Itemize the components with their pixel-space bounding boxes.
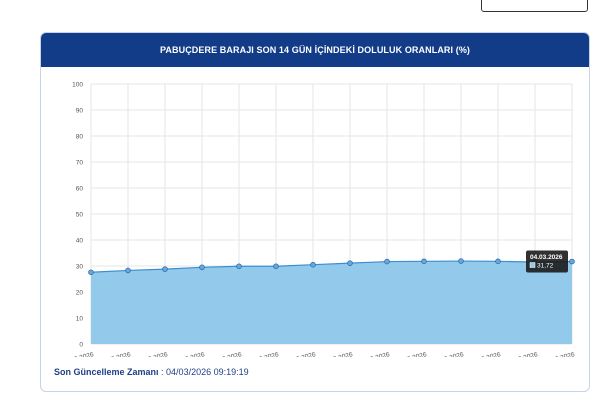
dam-occupancy-card: PABUÇDERE BARAJI SON 14 GÜN İÇİNDEKİ DOL…: [40, 32, 590, 392]
series-area: [91, 261, 572, 344]
data-point: [310, 261, 316, 268]
data-point: [162, 266, 168, 272]
data-point: [273, 263, 279, 270]
y-tick-label: 0: [79, 342, 83, 349]
y-tick-label: 90: [76, 108, 84, 115]
x-tick-label: 04.03.2026: [542, 351, 576, 357]
data-point: [569, 258, 575, 265]
x-tick-label: 25.02.2026: [283, 351, 317, 357]
y-tick-label: 20: [76, 290, 84, 297]
x-tick-label: 21.02.2026: [135, 351, 169, 357]
card-title: PABUÇDERE BARAJI SON 14 GÜN İÇİNDEKİ DOL…: [41, 33, 589, 67]
top-button-outline[interactable]: [481, 0, 588, 12]
x-tick-label: 01.03.2026: [431, 351, 465, 357]
last-update-separator: :: [158, 367, 167, 377]
y-tick-label: 80: [76, 134, 84, 141]
tooltip-swatch: [529, 262, 536, 268]
x-tick-label: 03.03.2026: [505, 351, 539, 357]
x-tick-label: 28.02.2026: [394, 351, 428, 357]
x-tick-label: 02.03.2026: [468, 351, 502, 357]
x-tick-label: 19.02.2026: [61, 351, 95, 357]
x-tick-label: 26.02.2026: [320, 351, 354, 357]
last-update-label: Son Güncelleme Zamanı: [54, 367, 159, 377]
last-update: Son Güncelleme Zamanı : 04/03/2026 09:19…: [54, 367, 249, 377]
last-update-value: 04/03/2026 09:19:19: [166, 367, 249, 377]
y-tick-label: 100: [72, 82, 83, 89]
x-tick-label: 23.02.2026: [209, 351, 243, 357]
tooltip-title: 04.03.2026: [530, 254, 563, 261]
x-tick-label: 20.02.2026: [98, 351, 132, 357]
x-tick-label: 22.02.2026: [172, 351, 206, 357]
series-line: [90, 260, 573, 273]
data-point: [88, 269, 94, 276]
data-point: [384, 258, 390, 265]
x-tick-label: 24.02.2026: [246, 351, 280, 357]
chart-container: 0 10 20 30 40 50 60 70 80 90 100 19.02.202620.02.20…: [41, 67, 589, 367]
x-tick-label: 27.02.2026: [357, 351, 391, 357]
y-tick-label: 40: [76, 238, 84, 245]
y-tick-label: 60: [76, 186, 84, 193]
data-point: [421, 258, 427, 265]
tooltip-value: 31,72: [537, 263, 554, 270]
data-point: [495, 258, 501, 265]
data-point: [125, 267, 131, 274]
data-point: [236, 263, 242, 270]
y-tick-label: 70: [76, 160, 84, 167]
y-tick-label: 50: [76, 212, 84, 219]
data-point: [347, 260, 353, 266]
y-tick-label: 10: [76, 316, 84, 323]
data-point: [458, 258, 464, 264]
occupancy-area-chart: 0 10 20 30 40 50 60 70 80 90 100 19.02.202620.02.20…: [61, 82, 576, 367]
y-tick-label: 30: [76, 264, 84, 271]
tooltip-box: [526, 250, 568, 273]
data-point: [199, 264, 205, 271]
